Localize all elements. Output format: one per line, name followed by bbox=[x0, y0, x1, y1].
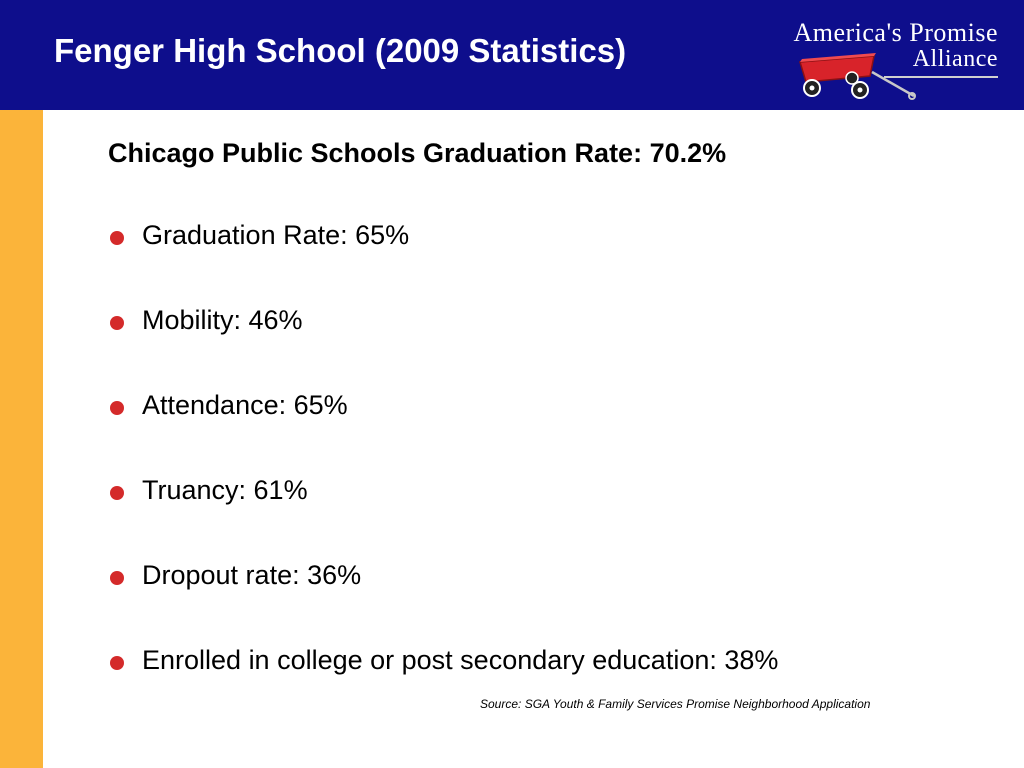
logo: America's Promise Alliance bbox=[776, 12, 1006, 104]
header-bar: Fenger High School (2009 Statistics) Ame… bbox=[0, 0, 1024, 110]
subtitle: Chicago Public Schools Graduation Rate: … bbox=[108, 138, 727, 168]
logo-divider bbox=[884, 76, 998, 78]
logo-text-line1: America's Promise bbox=[793, 18, 998, 47]
bullet-dot-icon bbox=[110, 231, 124, 245]
bullet-text: Truancy: 61% bbox=[142, 475, 308, 505]
bullet-text: Graduation Rate: 65% bbox=[142, 220, 410, 250]
red-wagon-icon bbox=[799, 53, 916, 100]
slide-title: Fenger High School (2009 Statistics) bbox=[54, 32, 627, 69]
bullet-dot-icon bbox=[110, 571, 124, 585]
bullet-text: Attendance: 65% bbox=[142, 390, 348, 420]
bullet-text: Mobility: 46% bbox=[142, 305, 303, 335]
bullet-dot-icon bbox=[110, 656, 124, 670]
bullet-text: Enrolled in college or post secondary ed… bbox=[142, 645, 779, 675]
bullet-text: Dropout rate: 36% bbox=[142, 560, 362, 590]
source-citation: Source: SGA Youth & Family Services Prom… bbox=[480, 697, 871, 711]
logo-text-line2: Alliance bbox=[912, 46, 998, 72]
bullet-dot-icon bbox=[110, 486, 124, 500]
sidebar-accent bbox=[0, 110, 43, 768]
bullet-dot-icon bbox=[110, 401, 124, 415]
bullet-dot-icon bbox=[110, 316, 124, 330]
